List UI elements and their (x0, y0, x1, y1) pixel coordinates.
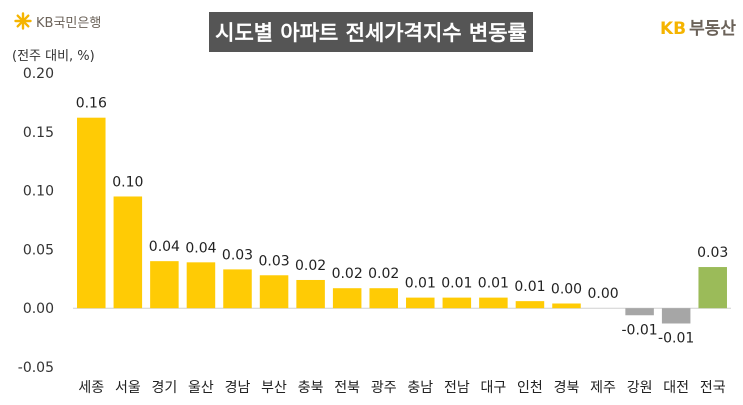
category-label: 인천 (517, 380, 543, 396)
data-label: 0.03 (258, 253, 289, 269)
category-label: 전북 (334, 380, 360, 396)
bar-충북 (296, 279, 325, 309)
data-label: 0.01 (478, 276, 509, 292)
y-tick-label: -0.05 (18, 360, 54, 376)
bar-울산 (186, 262, 216, 309)
data-label: 0.02 (368, 266, 399, 282)
y-tick-label: 0.15 (23, 125, 54, 141)
category-label: 대전 (663, 380, 689, 396)
bar-강원 (625, 308, 654, 316)
y-tick-label: 0.10 (23, 184, 54, 200)
bar-대전 (661, 308, 691, 324)
data-label: 0.04 (149, 239, 180, 255)
bar-전북 (332, 288, 362, 309)
category-label: 세종 (78, 380, 104, 396)
data-label: -0.01 (621, 322, 657, 338)
bar-전남 (442, 297, 472, 309)
category-label: 전국 (700, 380, 726, 396)
bar-경남 (223, 269, 252, 309)
data-label: 0.10 (112, 174, 143, 190)
brand-name: 부동산 (689, 19, 737, 39)
data-label: 0.03 (697, 245, 728, 261)
kb-real-estate-logo: KB 부동산 (660, 14, 736, 39)
bar-인천 (515, 301, 545, 309)
bar-대구 (479, 297, 508, 309)
category-label: 경기 (152, 380, 178, 396)
category-label: 서울 (115, 380, 141, 396)
bar-서울 (113, 196, 143, 309)
brand-kb: KB (660, 19, 687, 39)
data-label: 0.04 (185, 240, 216, 256)
data-label: 0.02 (332, 266, 363, 282)
category-label: 강원 (627, 380, 653, 396)
data-label: 0.01 (405, 276, 436, 292)
bar-경기 (150, 261, 179, 309)
bar-전국 (698, 267, 727, 309)
category-label: 충북 (298, 380, 324, 396)
category-label: 경남 (225, 380, 251, 396)
data-label: 0.02 (295, 258, 326, 274)
bar-경북 (552, 303, 581, 309)
data-label: -0.01 (658, 330, 694, 346)
y-tick-label: 0.00 (23, 301, 54, 317)
category-label: 대구 (481, 380, 507, 396)
star-icon (14, 12, 32, 30)
bank-name: KB국민은행 (36, 15, 102, 31)
chart-title: 시도별 아파트 전세가격지수 변동률 (215, 21, 527, 45)
kb-bank-logo: KB국민은행 (14, 10, 101, 32)
data-label: 0.16 (76, 96, 107, 112)
y-tick-label: 0.05 (23, 242, 54, 258)
bar-충남 (406, 297, 435, 309)
bar-광주 (369, 288, 398, 309)
bar-세종 (77, 117, 106, 309)
chart-title-box: 시도별 아파트 전세가격지수 변동률 (209, 12, 533, 52)
data-label: 0.01 (441, 276, 472, 292)
data-label: 0.00 (551, 281, 582, 297)
category-label: 충남 (407, 380, 433, 396)
data-label: 0.03 (222, 247, 253, 263)
bar-부산 (259, 275, 289, 309)
y-tick-label: 0.20 (23, 66, 54, 82)
y-axis-unit-label: (전주 대비, %) (12, 49, 95, 64)
category-label: 부산 (261, 380, 287, 396)
category-label: 경북 (554, 380, 580, 396)
category-label: 제주 (590, 380, 616, 396)
category-label: 울산 (188, 380, 214, 396)
category-label: 전남 (444, 380, 470, 396)
category-label: 광주 (371, 380, 397, 396)
data-label: 0.00 (587, 286, 618, 302)
data-label: 0.01 (514, 279, 545, 295)
